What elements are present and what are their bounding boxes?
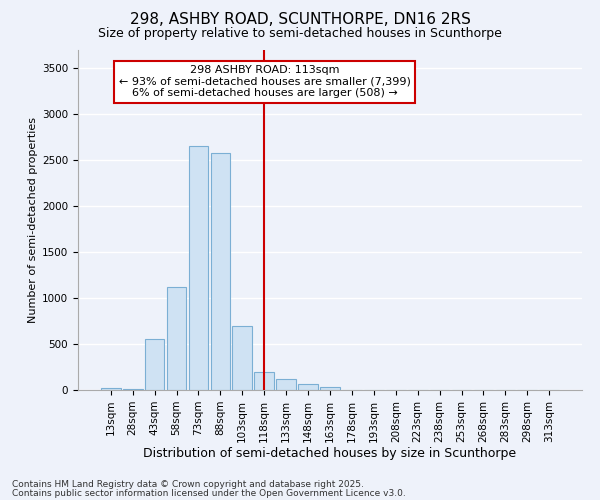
Bar [123, 389, 143, 390]
Text: 298 ASHBY ROAD: 113sqm
← 93% of semi-detached houses are smaller (7,399)
6% of s: 298 ASHBY ROAD: 113sqm ← 93% of semi-det… [119, 66, 410, 98]
Bar [145, 338, 164, 390]
Bar [188, 146, 208, 390]
Text: Contains HM Land Registry data © Crown copyright and database right 2025.: Contains HM Land Registry data © Crown c… [12, 480, 364, 489]
Bar [101, 388, 121, 390]
Bar [232, 326, 252, 390]
Bar [167, 287, 187, 390]
Text: 298, ASHBY ROAD, SCUNTHORPE, DN16 2RS: 298, ASHBY ROAD, SCUNTHORPE, DN16 2RS [130, 12, 470, 28]
X-axis label: Distribution of semi-detached houses by size in Scunthorpe: Distribution of semi-detached houses by … [143, 448, 517, 460]
Bar [254, 372, 274, 390]
Text: Size of property relative to semi-detached houses in Scunthorpe: Size of property relative to semi-detach… [98, 28, 502, 40]
Bar [320, 387, 340, 390]
Y-axis label: Number of semi-detached properties: Number of semi-detached properties [28, 117, 38, 323]
Bar [276, 379, 296, 390]
Bar [211, 153, 230, 390]
Text: Contains public sector information licensed under the Open Government Licence v3: Contains public sector information licen… [12, 489, 406, 498]
Bar [298, 384, 318, 390]
